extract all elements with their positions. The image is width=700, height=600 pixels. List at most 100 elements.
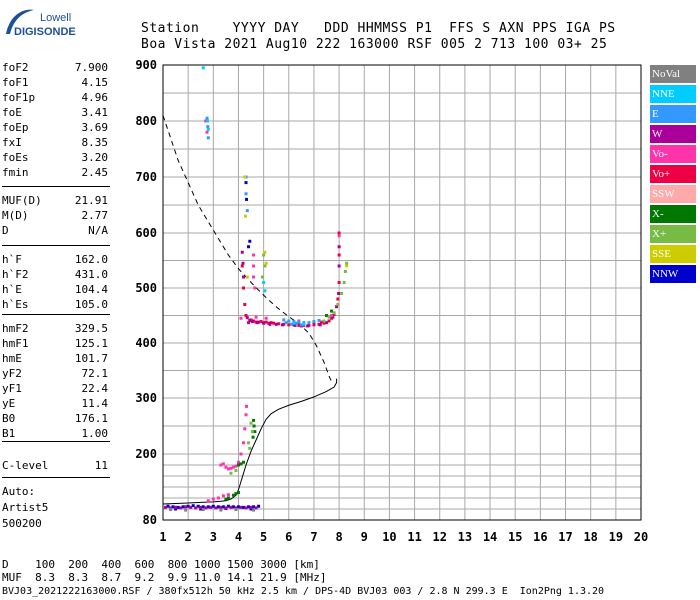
echo-point <box>245 275 249 279</box>
echo-point <box>293 323 297 327</box>
echo-point <box>169 506 173 510</box>
echo-point <box>204 119 208 123</box>
echo-point <box>229 471 233 475</box>
x-tick-label: 19 <box>609 530 623 544</box>
echo-point <box>345 264 349 268</box>
echo-point <box>231 465 235 469</box>
echo-point <box>263 264 267 268</box>
echo-point <box>204 506 208 510</box>
echo-point <box>260 275 264 279</box>
echo-point <box>245 404 249 408</box>
echo-point <box>289 322 293 326</box>
echo-point <box>322 321 326 325</box>
echo-point <box>166 504 170 508</box>
echo-point <box>226 493 230 497</box>
echo-point <box>239 316 243 320</box>
param-value: 11 <box>94 459 108 472</box>
echo-point <box>247 505 251 509</box>
param-divider <box>2 186 110 187</box>
echo-point <box>255 321 259 325</box>
echo-point <box>336 303 340 306</box>
echo-point <box>247 245 251 249</box>
echo-point <box>201 508 205 512</box>
echo-point <box>268 322 272 326</box>
param-name: C-level <box>2 459 49 472</box>
logo-line1: Lowell <box>40 12 72 24</box>
echo-point <box>343 270 347 273</box>
param-name: hmF2 <box>2 322 29 335</box>
param-value: 3.69 <box>81 121 109 134</box>
echo-point <box>219 463 223 467</box>
echo-point <box>287 319 291 323</box>
x-tick-label: 6 <box>285 530 292 544</box>
param-name: M(D) <box>2 209 29 222</box>
param-name: yF2 <box>2 367 22 380</box>
param-name: yE <box>2 397 16 410</box>
param-value: 72.1 <box>81 367 109 380</box>
echo-point <box>221 462 225 466</box>
echo-point <box>199 507 203 511</box>
echo-point <box>252 505 256 509</box>
param-name: foF1p <box>2 91 36 104</box>
echo-point <box>219 508 223 512</box>
echo-point <box>247 441 251 445</box>
legend-item: Vo+ <box>650 165 696 183</box>
echo-point <box>325 314 329 317</box>
echo-point <box>186 504 190 508</box>
echo-point <box>287 323 291 327</box>
param-name: B1 <box>2 427 16 440</box>
echo-point <box>169 508 173 512</box>
legend-item: NNE <box>650 85 696 103</box>
param-name: foEs <box>2 151 29 164</box>
echo-point <box>239 452 243 456</box>
echo-point <box>184 508 188 512</box>
echo-point <box>337 253 341 257</box>
param-name: h`F <box>2 253 22 266</box>
param-name: fmin <box>2 166 29 179</box>
echo-point <box>322 319 326 323</box>
footer-info: BVJ03_2021222163000.RSF / 380fx512h 50 k… <box>2 586 605 597</box>
echo-point <box>272 321 276 325</box>
echo-point <box>234 508 238 512</box>
param-value: 431.0 <box>74 268 108 281</box>
echo-point <box>330 314 334 317</box>
echo-point <box>250 430 254 434</box>
x-tick-label: 7 <box>310 530 317 544</box>
y-tick-label: 400 <box>135 336 157 350</box>
echo-point <box>248 446 252 450</box>
param-value: 4.15 <box>81 76 109 89</box>
echo-point <box>282 318 286 322</box>
echo-point <box>245 197 249 201</box>
plot-frame <box>162 64 642 521</box>
param-name: h`Es <box>2 298 29 311</box>
echo-point <box>249 505 253 509</box>
legend-item: W <box>650 125 696 143</box>
y-tick-labels: 80 200 300 400 500 600 700 800 900 <box>135 58 157 527</box>
x-tick-label: 4 <box>235 530 242 544</box>
echo-point <box>239 462 243 466</box>
echo-point <box>242 441 246 445</box>
echo-point <box>274 322 278 326</box>
echo-point <box>242 286 246 290</box>
echo-point <box>319 320 323 324</box>
echo-point <box>335 305 339 309</box>
y-tick-label: 500 <box>135 281 157 295</box>
echo-point <box>174 505 178 509</box>
echo-point <box>312 320 316 324</box>
echo-point <box>242 275 246 279</box>
echo-point <box>262 253 266 257</box>
param-divider <box>2 441 110 442</box>
param-value: 4.96 <box>81 91 109 104</box>
legend-item: X+ <box>650 225 696 243</box>
true-height-profile <box>162 378 338 505</box>
param-value: 3.20 <box>81 151 109 164</box>
echo-point <box>331 315 335 319</box>
x-tick-label: 17 <box>558 530 572 544</box>
echo-point <box>263 250 267 254</box>
echo-point <box>312 321 316 325</box>
echo-point <box>277 322 281 326</box>
echo-point <box>206 127 210 131</box>
echo-point <box>206 505 210 509</box>
logo-line2: DIGISONDE <box>14 26 76 38</box>
